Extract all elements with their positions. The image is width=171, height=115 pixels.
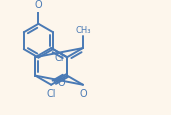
Text: O: O	[57, 78, 65, 88]
Text: O: O	[35, 0, 42, 10]
Text: Cl: Cl	[46, 89, 56, 98]
Text: Cl: Cl	[55, 52, 64, 62]
Text: CH₃: CH₃	[76, 26, 91, 35]
Text: O: O	[79, 89, 87, 98]
